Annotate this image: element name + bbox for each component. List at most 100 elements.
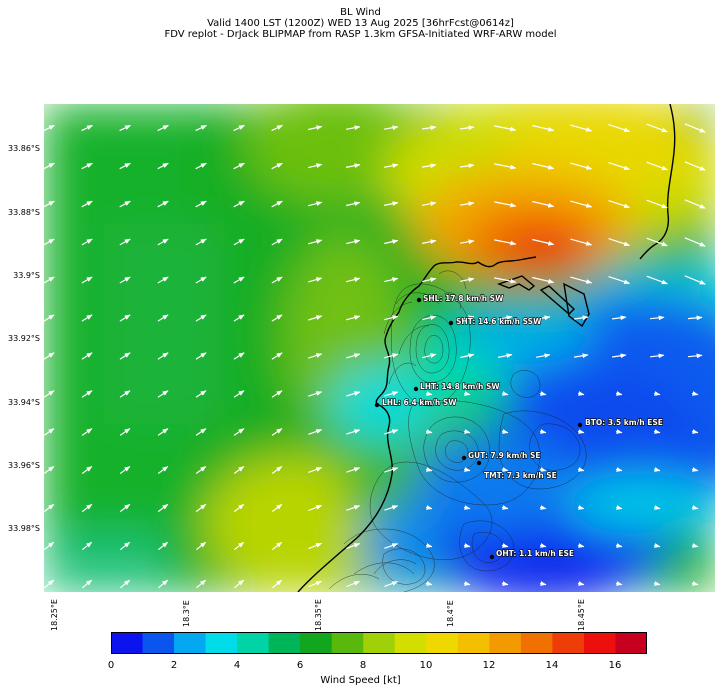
station-BTO[interactable]: BTO: 3.5 km/h ESE xyxy=(577,417,663,428)
station-label-SHT: SHT: 14.6 km/h SSW xyxy=(456,317,542,326)
wind-arrow xyxy=(460,125,475,131)
wind-arrow xyxy=(422,277,437,283)
wind-arrow xyxy=(81,238,93,246)
colorbar-segment xyxy=(111,632,144,654)
wind-arrow xyxy=(494,277,517,284)
wind-arrow xyxy=(271,314,283,322)
station-LHT[interactable]: LHT: 14.8 km/h SW xyxy=(413,381,501,392)
colorbar-segment xyxy=(426,632,459,654)
wind-arrow xyxy=(539,543,547,548)
station-OHT[interactable]: OHT: 1.1 km/h ESE xyxy=(489,548,575,560)
wind-arrow xyxy=(384,277,399,283)
colorbar-tick-label: 12 xyxy=(482,660,496,671)
wind-arrow xyxy=(460,163,475,169)
wind-arrow xyxy=(195,162,207,170)
wind-arrow xyxy=(44,466,55,474)
wind-arrow xyxy=(233,352,245,360)
wind-arrow xyxy=(44,428,55,436)
wind-arrow xyxy=(384,467,399,473)
wind-arrow xyxy=(425,391,433,396)
terrain-contours xyxy=(328,270,587,592)
wind-arrow xyxy=(233,503,245,513)
wind-arrow xyxy=(539,505,547,510)
wind-vector-field xyxy=(44,123,706,589)
wind-arrow xyxy=(119,352,131,360)
wind-arrow xyxy=(196,579,207,589)
wind-arrow xyxy=(233,276,245,284)
wind-arrow xyxy=(384,505,399,511)
colorbar-segment xyxy=(583,632,617,654)
wind-arrow xyxy=(539,391,547,396)
wind-arrow xyxy=(81,466,93,474)
wind-arrow xyxy=(691,543,699,548)
wind-arrow xyxy=(346,315,361,321)
station-SHL[interactable]: SHL: 17.8 km/h SW xyxy=(416,293,505,304)
wind-arrow xyxy=(460,201,475,207)
wind-arrow xyxy=(44,162,55,170)
wind-arrow xyxy=(653,429,661,434)
wind-arrow xyxy=(653,391,661,396)
wind-arrow xyxy=(687,315,703,321)
wind-arrow xyxy=(383,125,399,131)
wind-arrow xyxy=(119,541,131,551)
wind-arrow xyxy=(684,123,706,133)
wind-arrow xyxy=(459,315,475,321)
colorbar-segment xyxy=(205,632,238,654)
wind-arrow xyxy=(646,123,668,133)
wind-arrow xyxy=(425,467,433,472)
wind-arrow xyxy=(271,428,283,436)
wind-arrow xyxy=(615,467,623,472)
wind-arrow xyxy=(691,429,699,434)
wind-arrow xyxy=(272,579,283,589)
colorbar-segment xyxy=(363,632,396,654)
colorbar-segment xyxy=(268,632,301,654)
colorbar-segment xyxy=(331,632,364,654)
wind-arrow xyxy=(539,429,547,434)
wind-arrow xyxy=(308,353,323,359)
wind-arrow xyxy=(608,162,631,171)
wind-arrow xyxy=(44,314,55,322)
wind-arrow xyxy=(684,161,706,171)
wind-arrow xyxy=(532,162,555,170)
station-GUT[interactable]: GUT: 7.9 km/h SE xyxy=(461,450,541,461)
map-model-description: FDV replot - DrJack BLIPMAP from RASP 1.… xyxy=(164,29,557,40)
wind-arrow xyxy=(608,124,631,133)
wind-arrow xyxy=(44,503,55,513)
wind-arrow xyxy=(308,391,323,397)
station-TMT[interactable]: TMT: 7.3 km/h SE xyxy=(476,460,557,481)
colorbar-tick-label: 8 xyxy=(359,660,367,671)
wind-arrow xyxy=(195,200,207,208)
station-LHL[interactable]: LHL: 6.4 km/h SW xyxy=(374,397,458,408)
lat-tick-label: 33.98°S xyxy=(8,524,40,533)
wind-arrow xyxy=(233,162,245,170)
wind-arrow xyxy=(463,429,471,434)
wind-arrow xyxy=(271,200,283,208)
station-label-LHT: LHT: 14.8 km/h SW xyxy=(420,382,500,391)
wind-map-canvas: SHL: 17.8 km/h SW SHT: 14.6 km/h SSW LHT… xyxy=(44,104,715,592)
wind-arrow xyxy=(494,239,517,246)
wind-arrow xyxy=(497,353,513,359)
wind-arrow xyxy=(81,124,93,132)
wind-arrow xyxy=(570,276,593,284)
wind-arrow xyxy=(383,201,399,207)
station-SHT[interactable]: SHT: 14.6 km/h SSW xyxy=(448,316,543,327)
wind-arrow xyxy=(425,429,433,434)
wind-arrow xyxy=(233,200,245,208)
wind-arrow xyxy=(608,200,631,209)
wind-arrow xyxy=(195,390,207,398)
wind-arrow xyxy=(577,505,585,510)
wind-arrow xyxy=(81,314,93,322)
wind-arrow xyxy=(346,467,361,473)
wind-arrow xyxy=(271,162,283,170)
wind-map[interactable]: SHL: 17.8 km/h SW SHT: 14.6 km/h SSW LHT… xyxy=(44,104,715,592)
lat-tick-label: 33.94°S xyxy=(8,398,40,407)
colorbar-segment xyxy=(615,632,647,654)
wind-arrow xyxy=(308,163,323,169)
colorbar-tick-label: 6 xyxy=(296,660,304,671)
wind-arrow xyxy=(459,277,475,283)
wind-arrow xyxy=(233,238,245,246)
wind-arrow xyxy=(577,467,585,472)
wind-arrow xyxy=(346,201,361,207)
wind-arrow xyxy=(346,391,361,397)
wind-arrow xyxy=(422,163,437,169)
